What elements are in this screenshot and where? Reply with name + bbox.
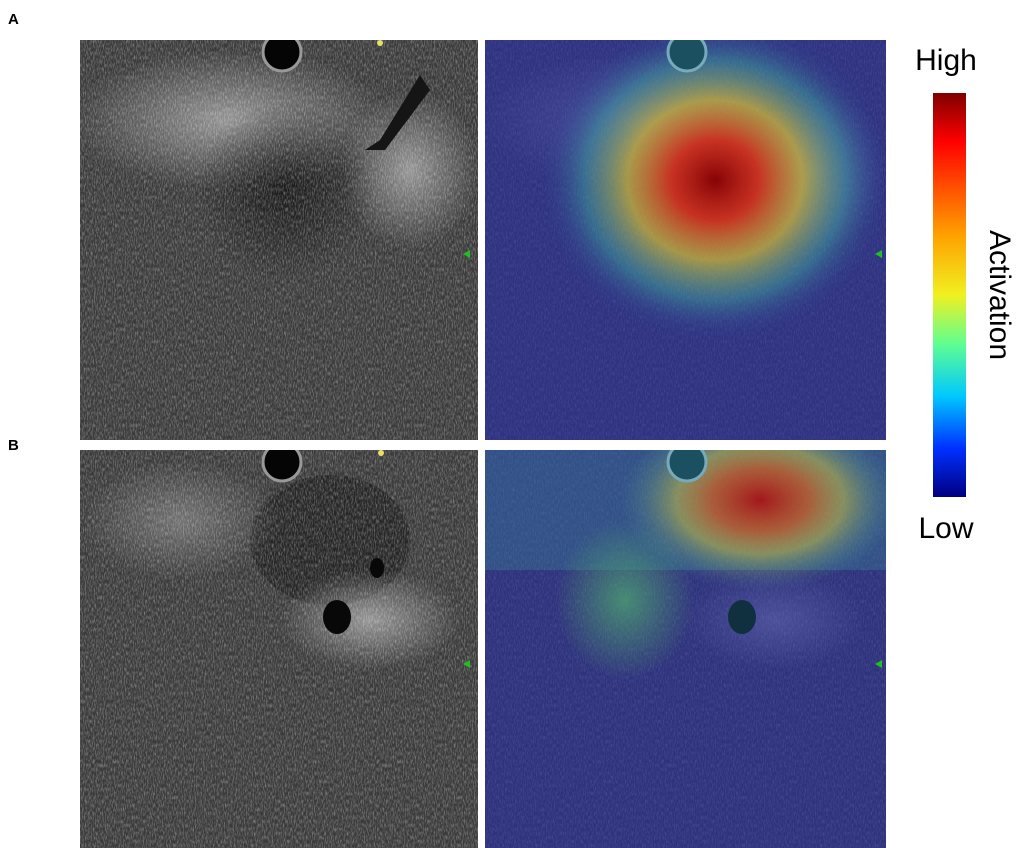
colorbar-high-label: High [915, 44, 977, 77]
colorbar-title: Activation [983, 230, 1016, 360]
heatmap-image [485, 410, 900, 848]
page: A B [0, 0, 1028, 848]
ultrasound-image [80, 443, 478, 848]
panel-label: B [8, 437, 19, 454]
colorbar [933, 93, 966, 497]
heatmap-image [480, 20, 890, 440]
figure: A B [0, 0, 1028, 848]
ultrasound-image [70, 33, 480, 440]
colorbar-low-label: Low [918, 512, 973, 545]
panel-label: A [8, 11, 19, 28]
